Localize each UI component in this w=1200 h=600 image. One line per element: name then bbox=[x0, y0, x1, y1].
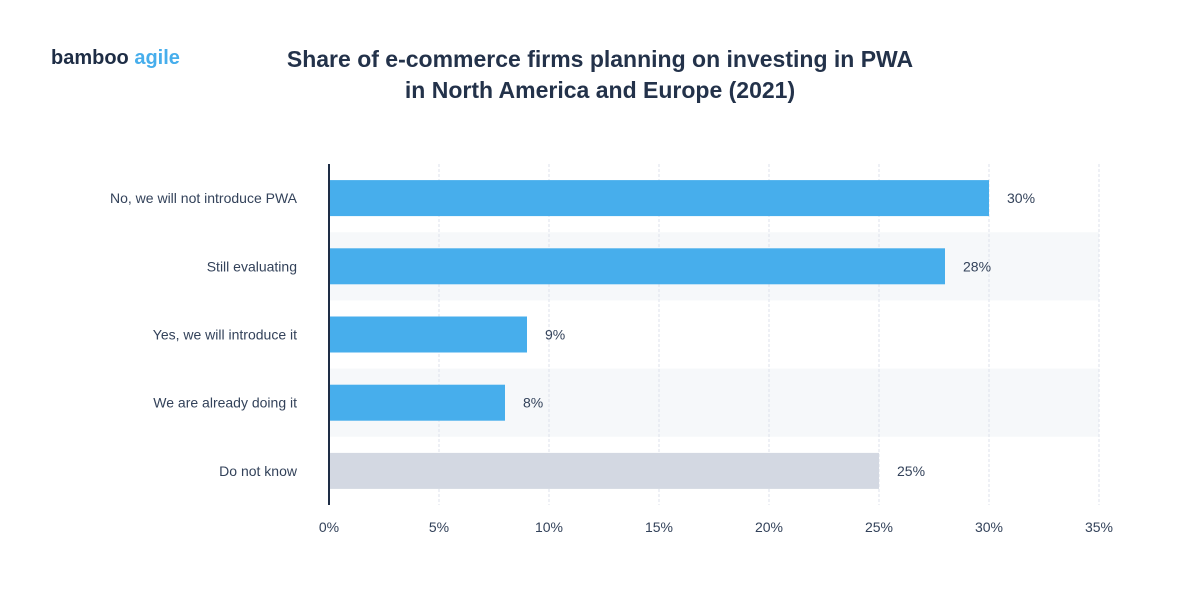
logo-part-1: bamboo bbox=[51, 47, 129, 69]
category-labels: No, we will not introduce PWA Still evalu… bbox=[110, 190, 298, 479]
x-tick-label: 35% bbox=[1085, 519, 1113, 535]
x-tick-label: 20% bbox=[755, 519, 783, 535]
value-label: 30% bbox=[1007, 190, 1035, 206]
x-tick-label: 0% bbox=[319, 519, 339, 535]
chart-title-line-2: in North America and Europe (2021) bbox=[404, 77, 796, 103]
bar bbox=[329, 384, 505, 421]
value-label: 28% bbox=[963, 258, 991, 274]
x-tick-label: 25% bbox=[865, 519, 893, 535]
brand-logo: bamboo agile bbox=[51, 47, 180, 70]
x-tick-label: 15% bbox=[645, 519, 673, 535]
chart-title-line-1: Share of e-commerce firms planning on in… bbox=[286, 46, 914, 72]
grid-lines bbox=[438, 164, 1100, 505]
category-label: No, we will not introduce PWA bbox=[110, 190, 298, 206]
value-label: 25% bbox=[897, 463, 925, 479]
bar bbox=[329, 316, 527, 353]
bar bbox=[329, 180, 989, 217]
category-label: We are already doing it bbox=[153, 395, 297, 411]
category-label: Yes, we will introduce it bbox=[153, 327, 297, 343]
value-label: 9% bbox=[545, 327, 565, 343]
category-label: Still evaluating bbox=[207, 258, 297, 274]
bar bbox=[329, 248, 945, 285]
bars bbox=[329, 180, 989, 489]
bar bbox=[329, 452, 879, 489]
value-labels: 30% 28% 9% 8% 25% bbox=[523, 190, 1035, 479]
x-tick-label: 30% bbox=[975, 519, 1003, 535]
logo-part-2: agile bbox=[134, 47, 180, 69]
category-label: Do not know bbox=[219, 463, 298, 479]
chart-title: Share of e-commerce firms planning on in… bbox=[200, 44, 1000, 106]
value-label: 8% bbox=[523, 395, 543, 411]
x-tick-label: 10% bbox=[535, 519, 563, 535]
x-tick-labels: 0% 5% 10% 15% 20% 25% 30% 35% bbox=[319, 519, 1113, 535]
x-tick-label: 5% bbox=[429, 519, 449, 535]
